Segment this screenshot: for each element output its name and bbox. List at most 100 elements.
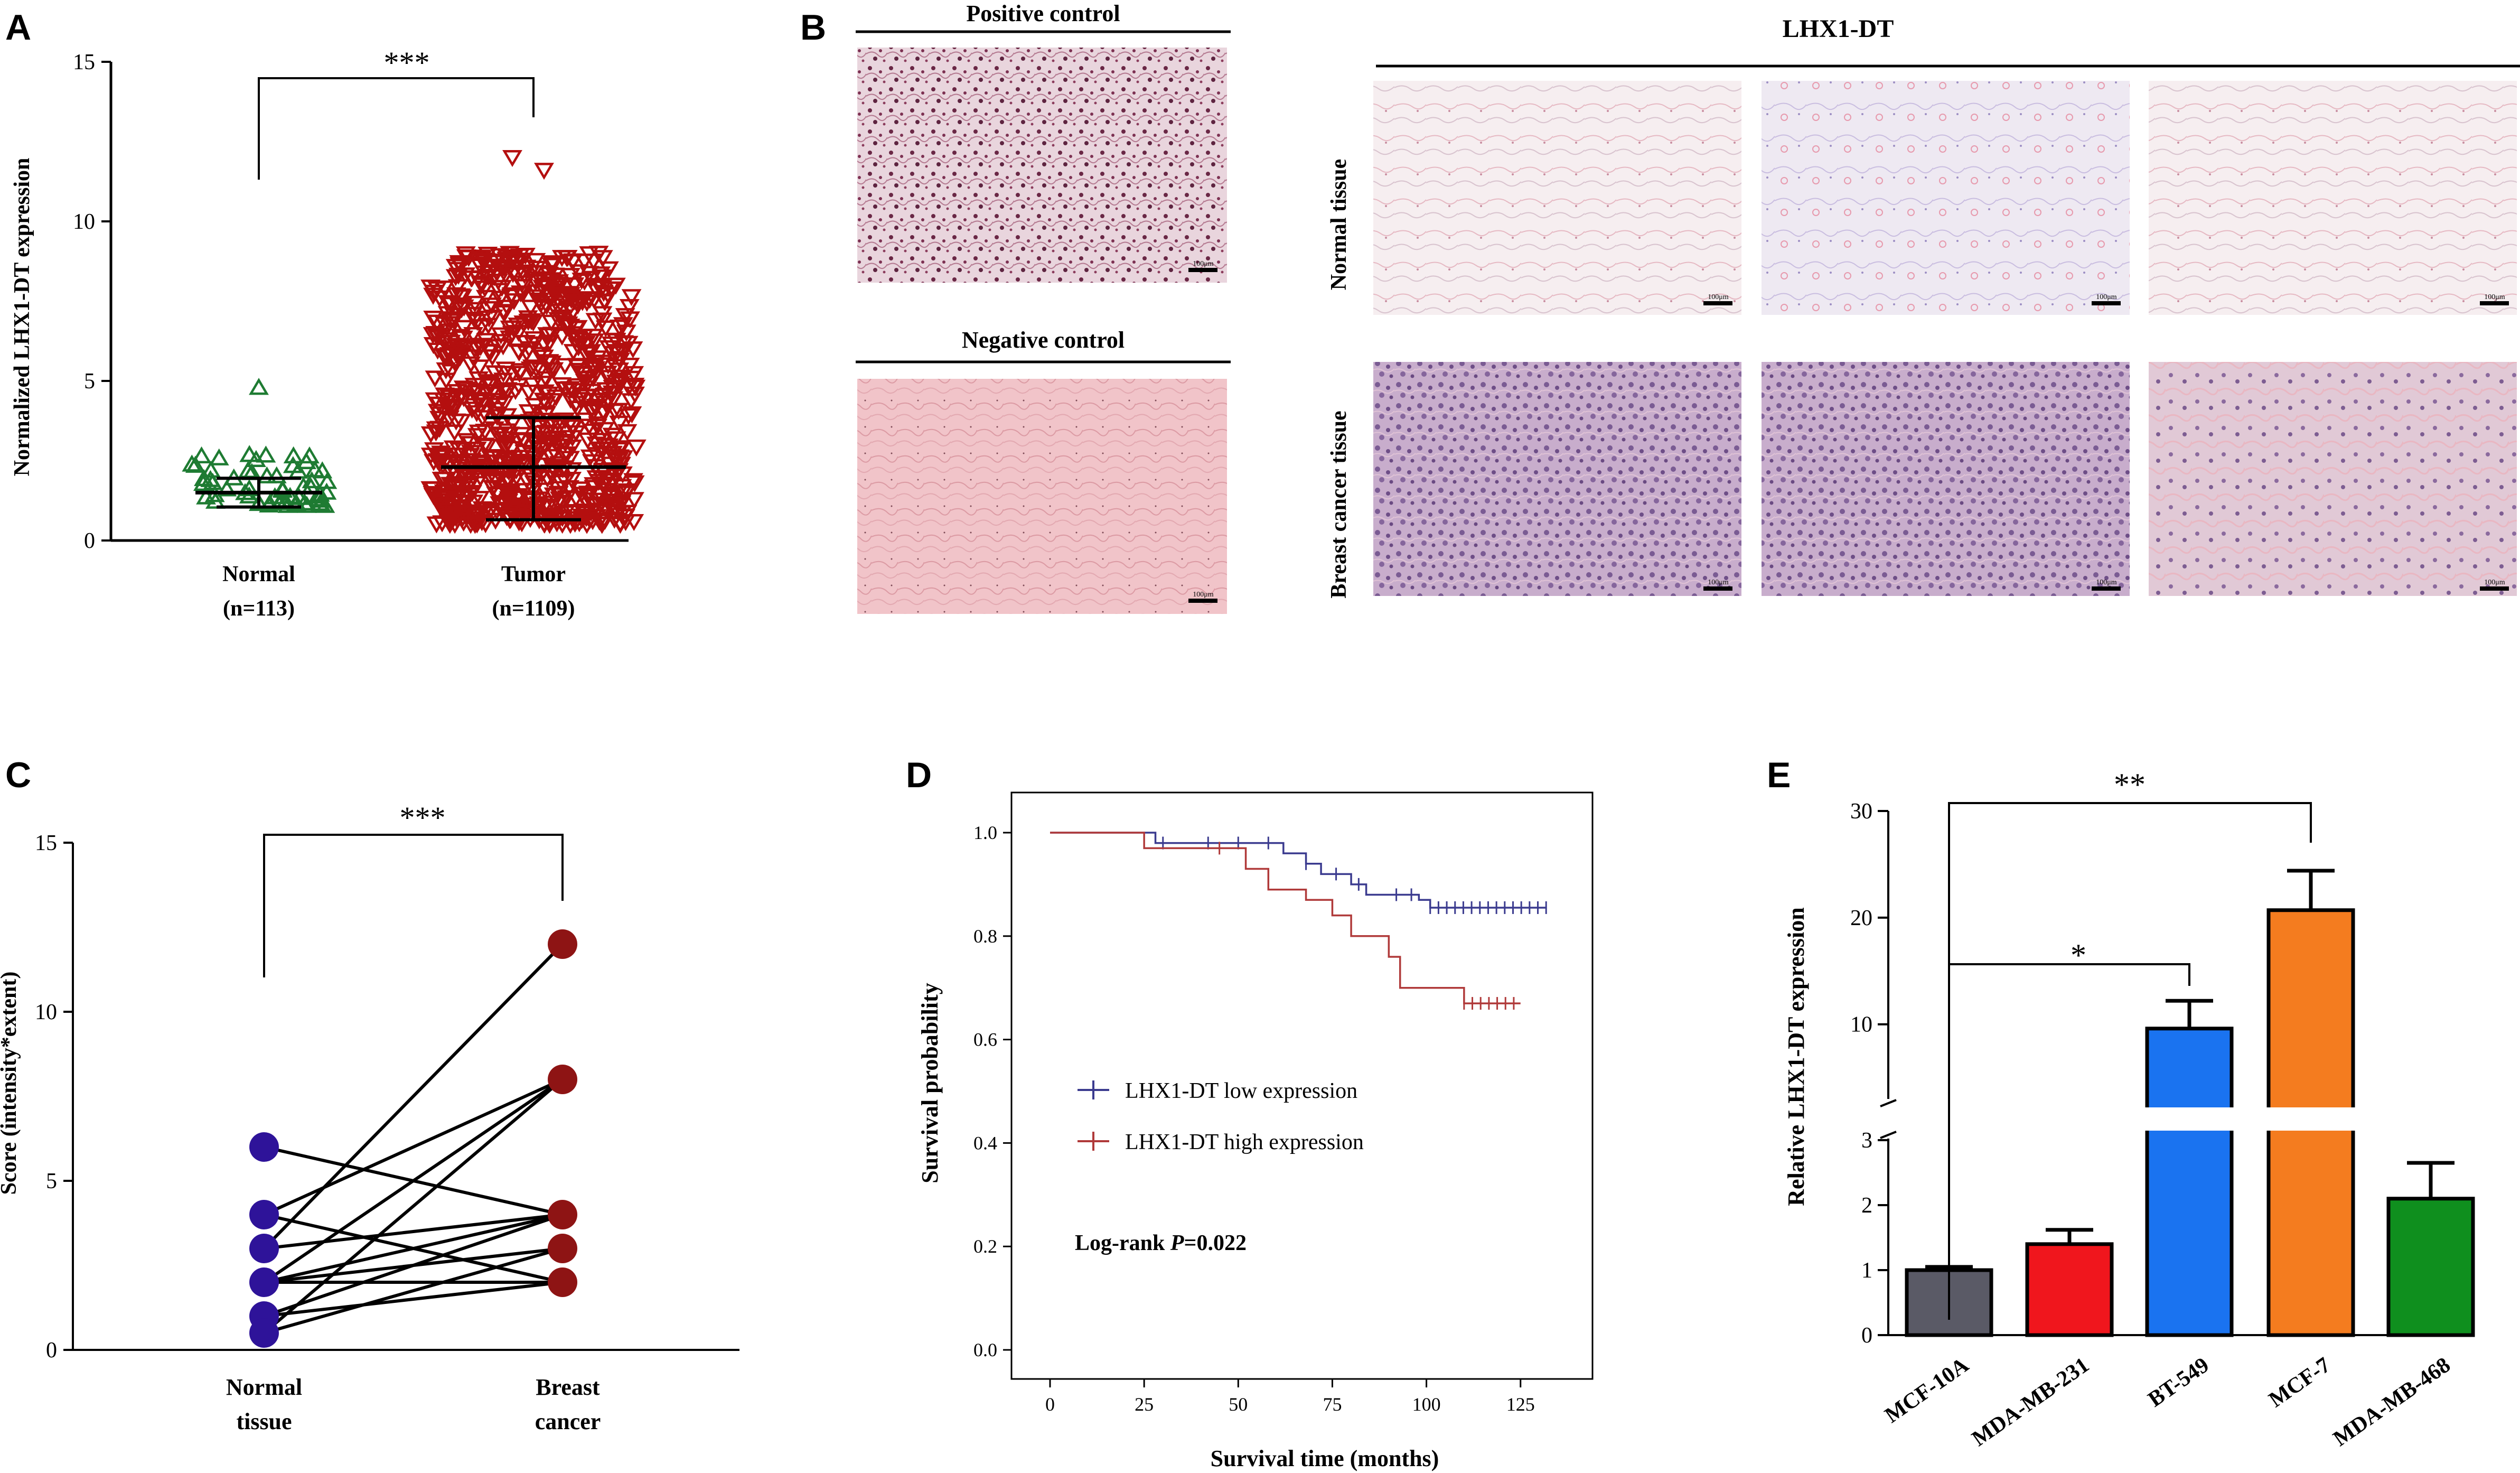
normal-marker [239,479,259,497]
scale-bar [2480,301,2509,305]
tumor-marker [595,320,616,338]
ihc-image-negative-control [857,379,1227,614]
tumor-marker [494,383,514,400]
normal-marker [283,446,304,463]
tumor-marker [541,413,561,430]
tumor-marker [490,450,510,468]
tumor-marker [423,337,444,355]
tumor-marker [592,517,612,534]
tumor-marker [563,383,584,400]
tumor-marker [502,251,523,269]
tumor-marker [566,295,587,312]
tumor-marker [445,352,466,370]
tumor-marker [610,517,631,534]
tumor-marker [564,277,585,295]
tumor-marker [506,469,527,487]
panel-a-significance-label: *** [384,45,430,80]
tumor-marker [542,327,563,344]
tumor-marker [511,427,532,444]
normal-marker [305,460,325,478]
panel-d-x-tick-label: 75 [1323,1394,1342,1415]
scale-bar-label: 100μm [1708,579,1729,586]
panel-e-significance-label-2: ** [2114,767,2146,802]
panel-c-pair-line [264,1247,563,1335]
tumor-marker [582,454,602,471]
tumor-marker [464,385,484,402]
tumor-marker [423,327,443,344]
tumor-marker [599,488,620,506]
normal-marker [257,466,277,483]
tumor-marker [567,320,588,337]
tumor-marker [464,312,485,329]
tumor-marker [429,456,450,473]
tumor-marker [480,378,500,396]
tumor-marker [602,385,623,403]
tumor-marker [504,450,524,468]
tumor-marker [626,439,647,457]
tumor-marker [420,426,441,444]
tumor-marker [595,500,615,517]
panel-c-normal-dot [249,1200,279,1229]
tumor-marker [586,355,606,372]
panel-d-y-tick-label: 0.2 [973,1236,997,1257]
panel-e-significance-label-1: * [2071,938,2086,973]
normal-marker [299,446,320,464]
logrank-p-symbol: P [1170,1231,1184,1255]
tumor-marker [551,377,572,395]
tumor-marker [621,289,642,306]
panel-label-e: E [1767,755,1791,795]
panel-b-row-label-normal: Normal tissue [1327,159,1351,290]
normal-marker [316,482,337,500]
tumor-marker [552,328,573,346]
tumor-marker [445,454,465,472]
normal-marker [310,495,331,512]
tumor-marker [451,414,471,431]
tumor-marker [570,481,591,499]
tumor-marker [518,310,538,328]
tumor-marker [532,279,552,297]
panel-c-pair-line [264,1213,563,1284]
tumor-marker [495,259,516,276]
tumor-marker [469,424,489,442]
normal-marker [239,445,260,462]
scale-bar-label: 100μm [2096,579,2117,586]
ihc-image-cancer-1 [1373,362,1741,596]
tumor-marker [426,424,446,442]
normal-marker-max [249,378,269,395]
tumor-marker [495,361,516,379]
axis-break-mark [1880,1099,1897,1107]
tumor-marker [548,280,568,297]
tumor-marker [497,435,518,453]
panel-e-significance-bracket-1 [1948,963,2190,1320]
tumor-marker [425,370,445,388]
panel-a-y-axis-label: Normalized LHX1-DT expression [10,158,34,477]
panel-c-y-tick-label: 10 [35,1000,57,1024]
tumor-marker [540,449,561,466]
ihc-image-cancer-2 [1762,362,2130,596]
tumor-marker [600,456,620,474]
tumor-marker [595,294,615,311]
panel-e-significance-bracket-2 [1948,802,2312,964]
ihc-image-positive-control [857,48,1227,283]
panel-e-y-tick-label: 0 [1861,1323,1872,1348]
tumor-marker [598,261,619,278]
panel-d: D Survival probability Survival time (mo… [906,755,1594,1471]
tumor-marker [478,318,499,335]
axis-break-mark [1880,1131,1897,1139]
normal-marker [182,454,202,472]
tumor-marker [592,433,613,450]
tumor-marker [578,486,598,503]
normal-marker [209,448,229,465]
tumor-marker [496,483,517,501]
tumor-marker [548,486,568,503]
axis-break-gap [1880,1107,2461,1131]
panel-d-x-tick-label: 100 [1412,1394,1441,1415]
scale-bar-label: 100μm [2096,293,2117,301]
normal-marker [317,472,338,489]
tumor-marker [445,269,466,286]
tumor-marker [609,362,630,380]
panel-c-pair-line [263,943,564,1250]
tumor-marker [437,489,457,507]
panel-e-bar [2025,1242,2114,1337]
